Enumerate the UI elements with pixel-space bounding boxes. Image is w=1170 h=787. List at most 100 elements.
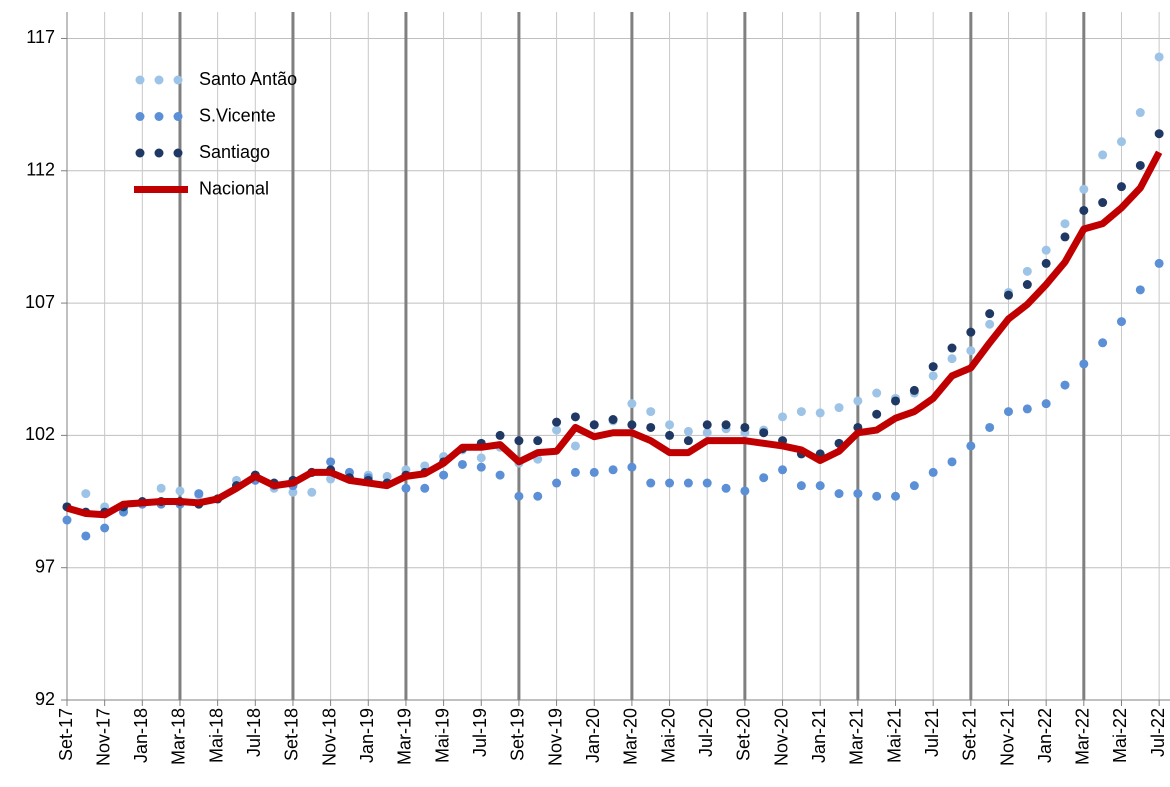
series-dot (966, 346, 976, 356)
series-dot (947, 457, 957, 467)
series-dot (985, 319, 995, 329)
series-dot (966, 327, 976, 337)
series-dot (627, 462, 637, 472)
x-tick-label: Nov-20 (771, 708, 791, 766)
series-dot (1041, 245, 1051, 255)
x-tick-label: Mai-18 (206, 708, 226, 763)
series-dot (476, 453, 486, 463)
series-dot (1135, 285, 1145, 295)
y-tick-label: 112 (26, 160, 55, 180)
series-dot (81, 489, 91, 499)
x-tick-label: Mar-21 (847, 708, 867, 765)
series-dot (439, 470, 449, 480)
series-dot (1135, 108, 1145, 118)
series-dot (985, 309, 995, 319)
series-dot (533, 436, 543, 446)
series-dot (288, 487, 298, 497)
x-tick-label: Jul-19 (470, 708, 490, 757)
series-dot (457, 459, 467, 469)
series-dot (1079, 184, 1089, 194)
series-dot (909, 385, 919, 395)
series-dot (1098, 150, 1108, 160)
series-dot (1079, 205, 1089, 215)
x-tick-label: Nov-18 (319, 708, 339, 766)
series-dot (1116, 137, 1126, 147)
y-tick-label: 117 (26, 27, 55, 47)
x-tick-label: Jul-22 (1148, 708, 1168, 757)
series-dot (646, 407, 656, 417)
series-dot (759, 428, 769, 438)
x-tick-label: Set-20 (734, 708, 754, 761)
x-tick-label: Mar-19 (395, 708, 415, 765)
series-dot (1022, 280, 1032, 290)
series-dot (1116, 317, 1126, 327)
series-dot (683, 436, 693, 446)
series-dot (401, 483, 411, 493)
x-tick-label: Set-17 (56, 708, 76, 761)
x-tick-label: Jan-19 (357, 708, 377, 763)
series-dot (665, 420, 675, 430)
x-tick-label: Set-19 (508, 708, 528, 761)
series-dot (815, 408, 825, 418)
series-dot (62, 515, 72, 525)
x-tick-label: Set-18 (282, 708, 302, 761)
series-dot (740, 486, 750, 496)
series-dot (1098, 338, 1108, 348)
series-dot (476, 462, 486, 472)
legend-swatch (154, 75, 164, 85)
series-dot (552, 417, 562, 427)
series-dot (1116, 182, 1126, 192)
x-tick-label: Jan-18 (131, 708, 151, 763)
series-dot (570, 412, 580, 422)
series-dot (1060, 232, 1070, 242)
legend-swatch (173, 148, 183, 158)
series-dot (533, 491, 543, 501)
series-dot (420, 483, 430, 493)
series-dot (307, 487, 317, 497)
series-dot (608, 465, 618, 475)
legend-label: Nacional (199, 178, 269, 198)
x-tick-label: Set-21 (960, 708, 980, 761)
series-dot (1060, 219, 1070, 229)
series-dot (947, 354, 957, 364)
series-dot (382, 471, 392, 481)
series-dot (495, 430, 505, 440)
series-dot (853, 396, 863, 406)
x-tick-label: Jan-21 (809, 708, 829, 763)
series-dot (495, 470, 505, 480)
series-dot (646, 422, 656, 432)
series-dot (552, 425, 562, 435)
series-dot (514, 491, 524, 501)
series-dot (627, 420, 637, 430)
x-tick-label: Jul-20 (696, 708, 716, 757)
legend-swatch (135, 148, 145, 158)
series-dot (1022, 404, 1032, 414)
series-dot (570, 467, 580, 477)
series-dot (194, 489, 204, 499)
series-dot (326, 457, 336, 467)
series-dot (1004, 290, 1013, 300)
x-tick-label: Mai-21 (884, 708, 904, 763)
legend-swatch (135, 75, 145, 85)
series-dot (702, 478, 712, 488)
series-dot (928, 467, 938, 477)
legend-label: S.Vicente (199, 105, 276, 125)
legend-swatch (135, 112, 145, 121)
x-tick-label: Mar-22 (1073, 708, 1093, 765)
x-tick-label: Mai-22 (1110, 708, 1130, 763)
series-dot (872, 409, 882, 419)
legend-swatch (173, 112, 183, 121)
x-tick-label: Mar-18 (169, 708, 189, 765)
series-dot (1041, 258, 1051, 268)
legend-label: Santiago (199, 142, 270, 162)
series-dot (81, 531, 91, 541)
series-dot (721, 420, 731, 430)
series-dot (514, 436, 524, 446)
series-dot (552, 478, 562, 488)
series-dot (646, 478, 656, 488)
series-dot (928, 362, 938, 372)
legend-swatch (173, 75, 183, 85)
series-dot (796, 407, 806, 417)
series-dot (702, 420, 712, 430)
y-tick-label: 102 (25, 424, 55, 444)
